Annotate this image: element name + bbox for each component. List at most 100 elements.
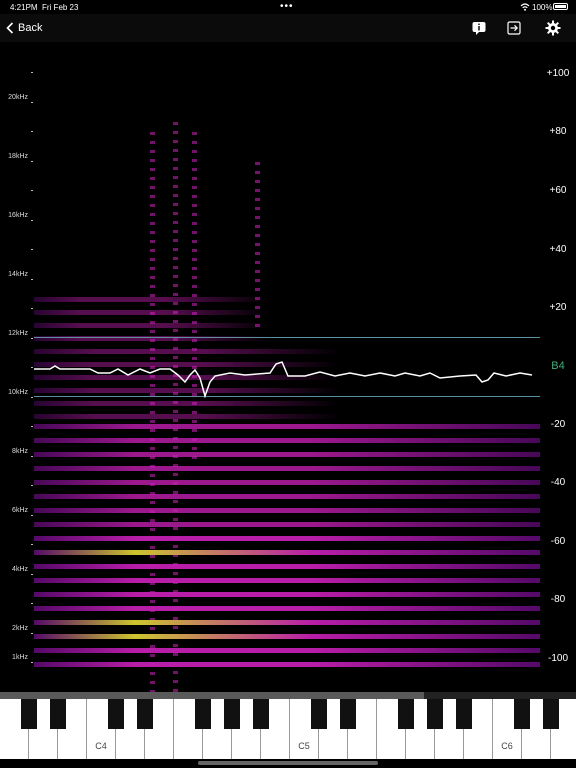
piano-black-key[interactable]	[137, 699, 153, 729]
frequency-tick	[31, 367, 33, 368]
decibel-label: -80	[550, 594, 566, 605]
frequency-tick	[31, 249, 33, 250]
piano-black-key[interactable]	[543, 699, 559, 729]
info-bubble-icon[interactable]	[471, 20, 487, 36]
spectrum-band	[34, 414, 340, 419]
spectrum-band	[34, 536, 540, 541]
piano-keyboard[interactable]: C4 C5 C6	[0, 699, 576, 759]
battery-icon	[553, 3, 568, 10]
piano-black-key[interactable]	[108, 699, 124, 729]
spectrum-band	[34, 522, 540, 527]
frequency-tick	[31, 603, 33, 604]
wifi-icon	[520, 3, 530, 11]
frequency-tick	[31, 190, 33, 191]
frequency-label: 10kHz	[8, 389, 28, 396]
spectrum-band	[34, 466, 540, 471]
piano-black-key[interactable]	[253, 699, 269, 729]
export-icon[interactable]	[506, 20, 522, 36]
frequency-tick	[31, 308, 33, 309]
frequency-tick	[31, 338, 33, 339]
frequency-tick	[31, 72, 33, 73]
spectrum-band	[34, 620, 540, 625]
frequency-tick	[31, 662, 33, 663]
frequency-tick	[31, 131, 33, 132]
piano-black-key[interactable]	[340, 699, 356, 729]
note-range-upper-line	[34, 337, 540, 338]
back-label: Back	[18, 22, 43, 34]
decibel-label: -100	[547, 653, 568, 664]
spectrum-band	[34, 550, 540, 555]
spectrum-band	[34, 564, 540, 569]
frequency-tick	[31, 102, 33, 103]
spectrogram-view[interactable]: 20kHz 18kHz 16kHz 14kHz 12kHz 10kHz 8kHz 6kHz 4k…	[0, 42, 540, 692]
frequency-tick	[31, 485, 33, 486]
chevron-left-icon	[6, 22, 14, 34]
spectrum-band	[34, 349, 340, 354]
battery-percentage: 100%	[532, 3, 553, 12]
spectrum-band	[34, 388, 340, 393]
piano-black-key[interactable]	[514, 699, 530, 729]
spectrum-band	[34, 297, 270, 302]
note-range-lower-line	[34, 396, 540, 397]
frequency-label: 14kHz	[8, 271, 28, 278]
keyboard-scroll-thumb[interactable]	[424, 692, 576, 699]
frequency-label: 6kHz	[12, 507, 28, 514]
spectrum-band	[34, 662, 540, 667]
piano-black-key[interactable]	[195, 699, 211, 729]
frequency-tick	[31, 161, 33, 162]
spectrum-band	[34, 375, 340, 380]
spectrum-band	[34, 606, 540, 611]
piano-white-key[interactable]	[0, 699, 29, 759]
piano-black-key[interactable]	[311, 699, 327, 729]
decibel-label: -60	[550, 536, 566, 547]
back-button[interactable]: Back	[6, 18, 42, 38]
decibel-label: -20	[550, 419, 566, 430]
spectrum-band	[34, 508, 540, 513]
frequency-label: 2kHz	[12, 625, 28, 632]
spectrum-vertical-stripe	[173, 122, 178, 692]
frequency-label: 12kHz	[8, 330, 28, 337]
decibel-axis: +100 +80 +60 +40 +20 -20 -40 -60 -80 -100 B4	[540, 42, 576, 692]
piano-white-key[interactable]: C5	[290, 699, 319, 759]
detected-note-label: B4	[551, 360, 565, 372]
home-indicator	[198, 761, 378, 765]
frequency-label: 20kHz	[8, 94, 28, 101]
frequency-label: 4kHz	[12, 566, 28, 573]
decibel-label: +20	[549, 302, 567, 313]
spectrum-vertical-stripe	[192, 132, 197, 462]
piano-black-key[interactable]	[427, 699, 443, 729]
spectrum-band	[34, 592, 540, 597]
frequency-tick	[31, 220, 33, 221]
status-bar: 4:21PM Fri Feb 23 ••• 100%	[0, 0, 576, 14]
piano-black-key[interactable]	[50, 699, 66, 729]
decibel-label: +80	[549, 126, 567, 137]
decibel-label: +100	[546, 68, 570, 79]
spectrum-band	[34, 452, 540, 457]
frequency-tick	[31, 456, 33, 457]
piano-key-label: C6	[501, 741, 513, 751]
frequency-tick	[31, 515, 33, 516]
frequency-tick	[31, 633, 33, 634]
spectrum-band	[34, 323, 270, 328]
spectrum-band	[34, 424, 540, 429]
frequency-label: 16kHz	[8, 212, 28, 219]
spectrum-band	[34, 648, 540, 653]
spectrum-vertical-stripe	[255, 162, 260, 332]
spectrum-band	[34, 310, 270, 315]
spectrum-band	[34, 634, 540, 639]
keyboard-scrollbar[interactable]	[0, 692, 576, 699]
spectrum-vertical-stripe	[150, 132, 155, 692]
piano-black-key[interactable]	[398, 699, 414, 729]
decibel-label: -40	[550, 477, 566, 488]
piano-black-key[interactable]	[21, 699, 37, 729]
status-date: Fri Feb 23	[42, 3, 79, 12]
frequency-tick	[31, 279, 33, 280]
piano-black-key[interactable]	[456, 699, 472, 729]
piano-black-key[interactable]	[224, 699, 240, 729]
spectrum-band	[34, 401, 340, 406]
gear-icon[interactable]	[545, 20, 561, 36]
multitasking-dots-icon[interactable]: •••	[280, 1, 294, 12]
spectrum-band	[34, 494, 540, 499]
piano-key-label: C4	[95, 741, 107, 751]
pitch-trace	[34, 361, 533, 399]
